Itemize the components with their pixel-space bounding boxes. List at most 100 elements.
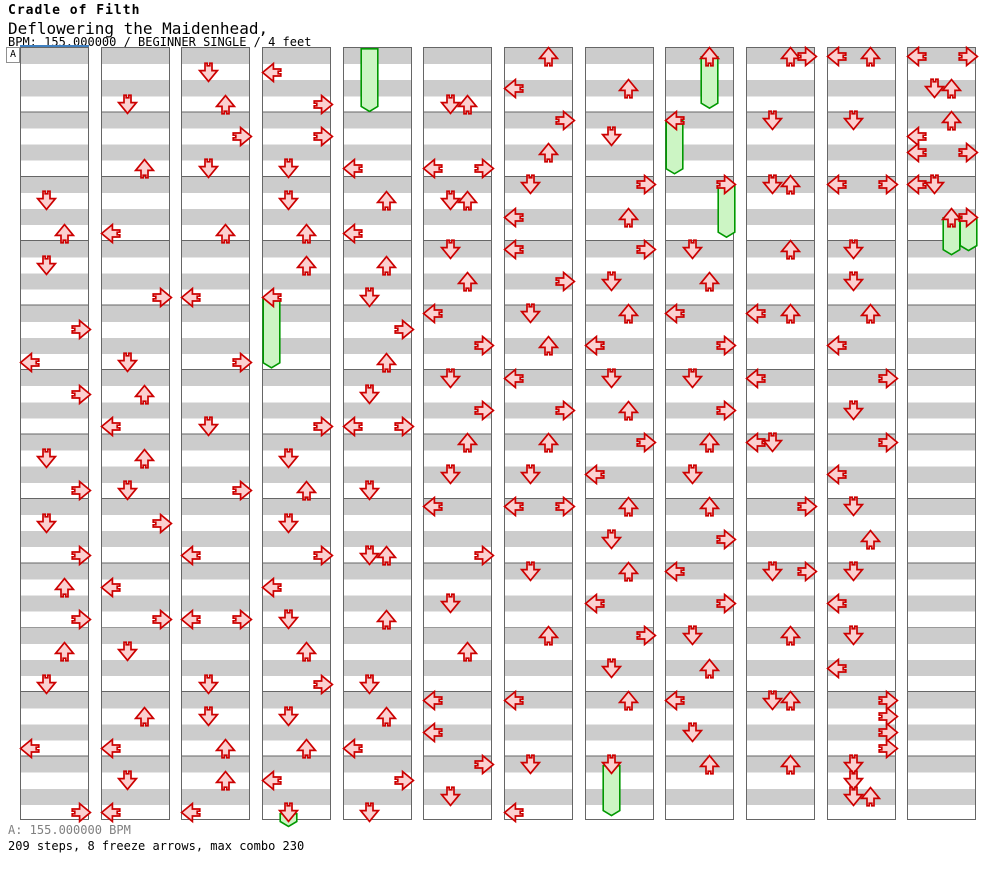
up-arrow (456, 271, 479, 292)
down-arrow (842, 770, 865, 791)
down-arrow (681, 722, 703, 743)
down-arrow (358, 673, 381, 695)
left-arrow (261, 61, 282, 83)
down-arrow (600, 657, 623, 679)
down-arrow (762, 561, 784, 582)
left-arrow (422, 158, 444, 180)
right-arrow (555, 399, 576, 422)
down-arrow (36, 673, 58, 695)
left-arrow (826, 45, 847, 67)
chart-column-9 (664, 45, 737, 820)
up-arrow (295, 480, 317, 502)
down-arrow (278, 802, 300, 824)
down-arrow (278, 706, 300, 727)
chart-column-2 (100, 47, 173, 824)
down-arrow (36, 255, 58, 276)
right-arrow (555, 109, 576, 132)
right-arrow (313, 93, 334, 116)
right-arrow (716, 528, 737, 550)
right-arrow (716, 335, 737, 357)
down-arrow (278, 512, 300, 534)
up-arrow (376, 351, 398, 373)
right-arrow (635, 238, 657, 260)
down-arrow (278, 448, 300, 469)
left-arrow (503, 802, 524, 824)
up-arrow (295, 641, 317, 663)
up-arrow (214, 94, 237, 115)
right-arrow (635, 431, 657, 454)
down-arrow (600, 529, 623, 550)
right-arrow (958, 141, 979, 164)
up-arrow (618, 496, 640, 518)
down-arrow (197, 416, 219, 437)
up-arrow (779, 754, 801, 775)
right-arrow (151, 512, 173, 534)
left-arrow (664, 303, 686, 325)
up-arrow (618, 206, 640, 228)
right-arrow (797, 45, 818, 67)
down-arrow (358, 545, 381, 566)
up-arrow (537, 432, 559, 453)
down-arrow (197, 62, 219, 83)
down-arrow (278, 158, 300, 180)
down-arrow (762, 110, 784, 131)
freeze-arrow-body (262, 297, 281, 369)
down-arrow (116, 480, 139, 502)
left-arrow (342, 415, 363, 438)
left-arrow (100, 576, 121, 599)
right-arrow (71, 608, 92, 631)
left-arrow (422, 721, 444, 744)
up-arrow (779, 174, 801, 196)
up-arrow (860, 303, 882, 324)
left-arrow (422, 689, 444, 711)
up-arrow (940, 78, 963, 99)
down-arrow (278, 609, 300, 630)
down-arrow (600, 126, 623, 147)
up-arrow (537, 625, 559, 646)
up-arrow (698, 754, 721, 775)
chart-column-12 (906, 45, 979, 820)
right-arrow (393, 770, 415, 792)
right-arrow (474, 544, 495, 566)
left-arrow (584, 592, 605, 615)
up-arrow (618, 689, 640, 711)
down-arrow (358, 480, 381, 502)
left-arrow (826, 174, 847, 196)
down-arrow (600, 754, 623, 775)
right-arrow (232, 608, 253, 631)
down-arrow (842, 754, 865, 775)
up-arrow (214, 738, 237, 759)
down-arrow (439, 593, 461, 614)
right-arrow (71, 319, 92, 341)
left-arrow (826, 657, 847, 679)
left-arrow (664, 560, 686, 583)
down-arrow (520, 174, 542, 196)
section-marker-line (20, 45, 89, 47)
left-arrow (745, 367, 766, 389)
up-arrow (779, 689, 801, 711)
up-arrow (134, 706, 156, 727)
left-arrow (503, 206, 524, 228)
down-arrow (116, 641, 139, 663)
left-arrow (100, 415, 121, 438)
up-arrow (779, 303, 801, 324)
right-arrow (71, 383, 92, 405)
down-arrow (358, 384, 381, 405)
left-arrow (664, 109, 686, 132)
right-arrow (958, 45, 979, 67)
right-arrow (151, 608, 173, 631)
up-arrow (376, 545, 398, 566)
down-arrow (842, 625, 865, 647)
right-arrow (716, 399, 737, 422)
up-arrow (779, 239, 801, 260)
up-arrow (537, 45, 559, 67)
left-arrow (503, 689, 524, 711)
up-arrow (860, 528, 882, 550)
down-arrow (923, 78, 945, 99)
up-arrow (295, 738, 317, 759)
left-arrow (100, 737, 121, 760)
down-arrow (842, 496, 865, 518)
left-arrow (584, 335, 605, 357)
